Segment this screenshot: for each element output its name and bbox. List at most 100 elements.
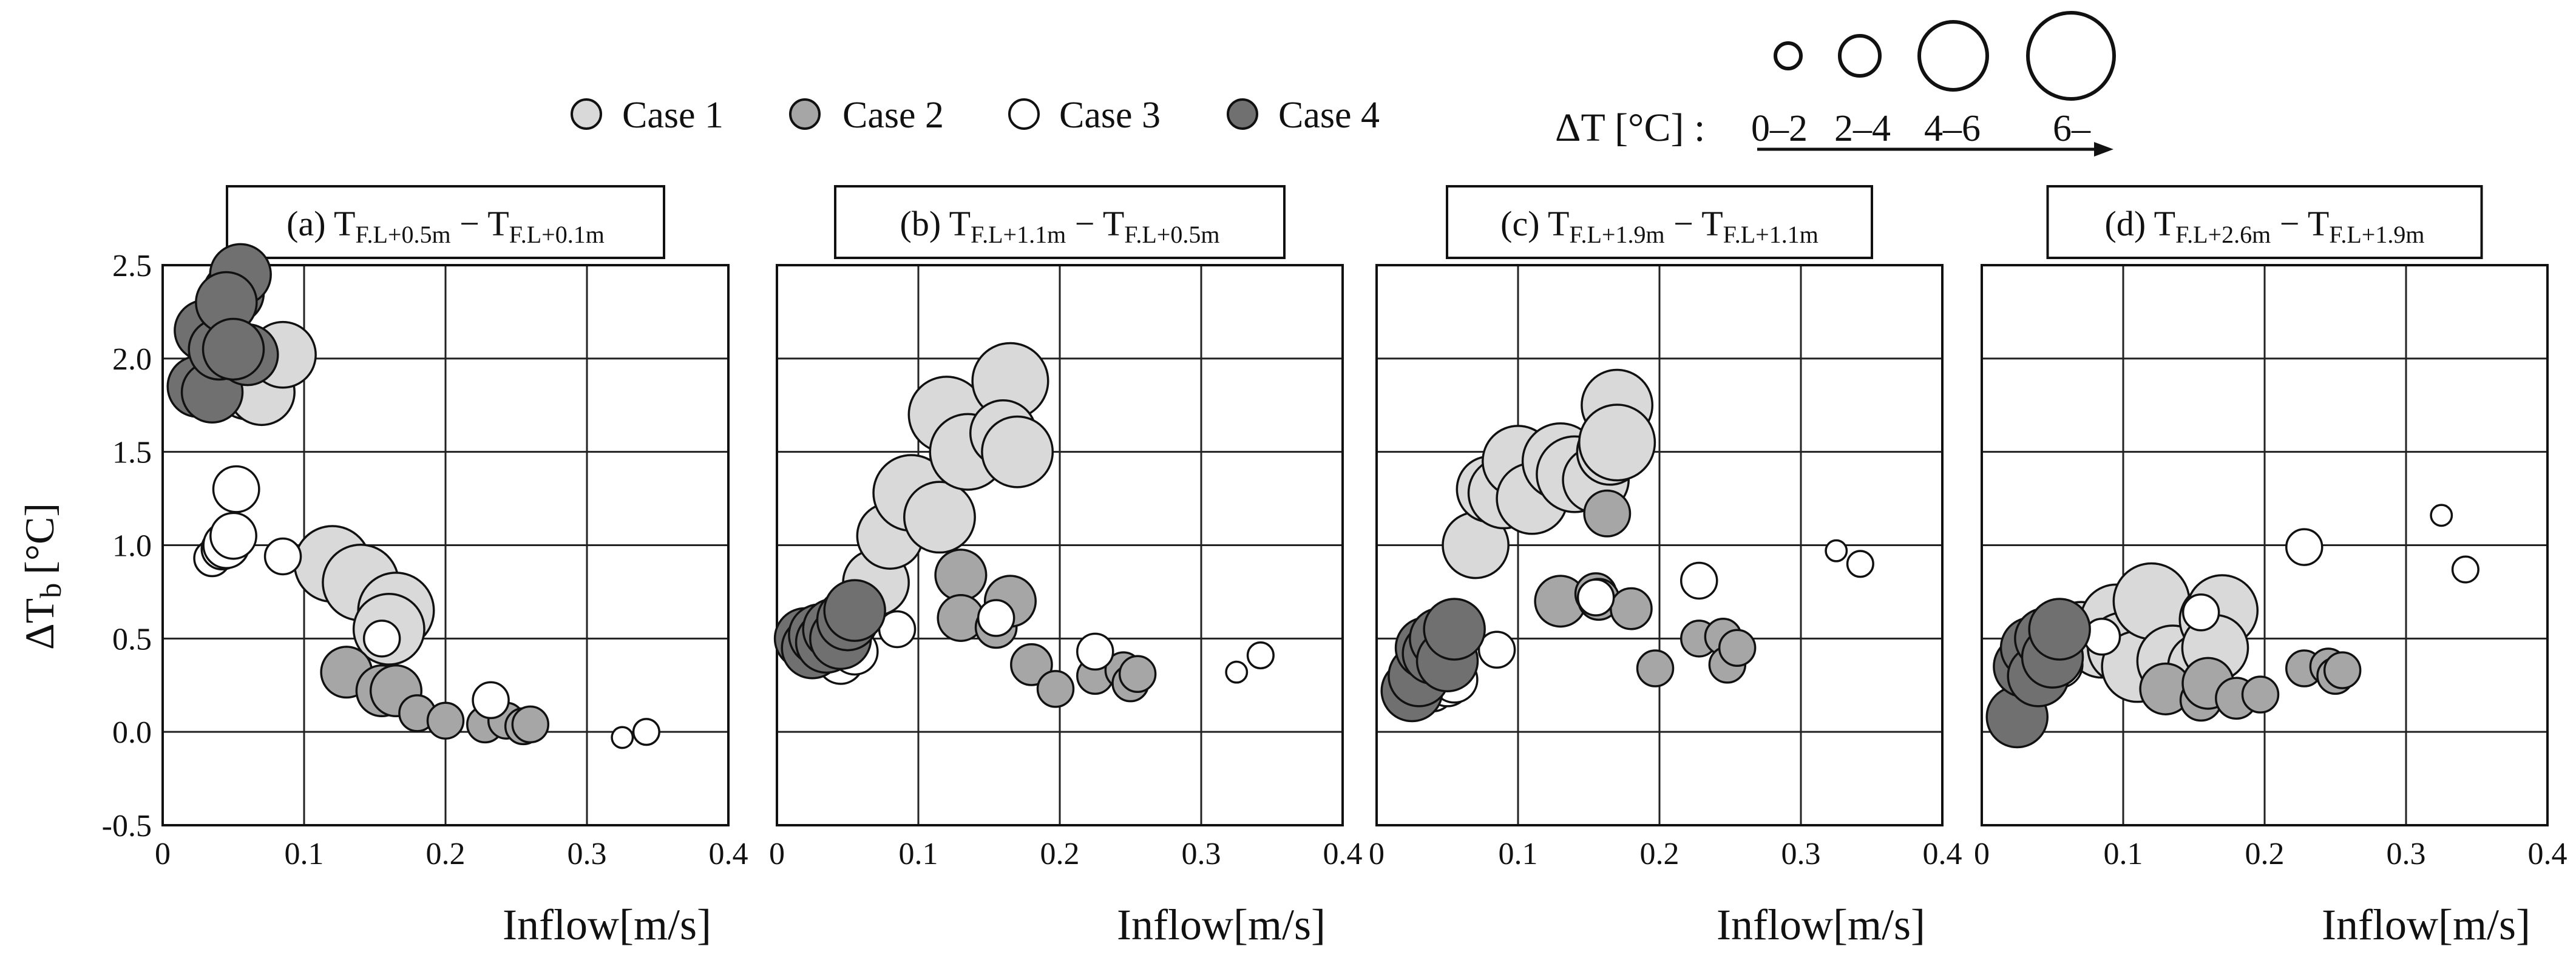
bubble-point — [1610, 587, 1653, 630]
bubble-point — [2181, 593, 2220, 632]
bubble-point — [2028, 598, 2091, 661]
panel-title-sub2: F.L+1.1m — [1723, 221, 1818, 248]
panel-title-mid: − T — [1066, 204, 1124, 243]
x-axis-label: Inflow[m/s] — [2322, 900, 2530, 949]
plot-frame — [161, 264, 730, 826]
size-legend-bin-2-4: 2–4 — [1834, 108, 1891, 149]
bubble-point — [362, 620, 401, 658]
bubble-point — [632, 718, 660, 746]
bubble-point — [202, 317, 265, 381]
size-legend-bubble-2-4 — [1838, 34, 1882, 78]
bubble-point — [1118, 655, 1157, 694]
bubble-point — [611, 726, 634, 749]
bubble-point — [2241, 675, 2280, 714]
x-tick-label: 0.1 — [285, 837, 324, 871]
size-legend-bin-4-6: 4–6 — [1924, 108, 1981, 149]
bubble-point — [212, 465, 260, 513]
panel-2: 0 0.1 0.2 0.3 0.4 Inflow[m/s] (b) TF.L+1.1m − … — [769, 185, 1363, 949]
panel-title-sub1: F.L+2.6m — [2175, 221, 2271, 248]
size-legend-bubble-4-6 — [1917, 20, 1989, 92]
legend-label-case-3: Case 3 — [1059, 95, 1161, 136]
x-tick-label: 0.4 — [2528, 837, 2568, 871]
x-tick-label: 0.2 — [426, 837, 466, 871]
x-tick-label: 0.4 — [1923, 837, 1962, 871]
x-tick-label: 0 — [1369, 837, 1385, 871]
x-tick-label: 0.1 — [1499, 837, 1538, 871]
x-tick-label: 0.1 — [2104, 837, 2143, 871]
y-tick-label: 2.0 — [112, 342, 152, 377]
series-case-1 — [1442, 368, 1656, 579]
bubble-point — [1225, 660, 1249, 684]
size-legend-bubble-6plus — [2026, 11, 2116, 101]
legend-marker-case-4 — [1227, 98, 1258, 130]
case-legend: Case 1 Case 2 Case 3 Case 4 — [571, 95, 1380, 136]
plot-frame — [1981, 264, 2549, 826]
bubble-point — [2285, 528, 2323, 566]
panel-title-box — [2046, 185, 2483, 259]
x-tick-label: 0.1 — [899, 837, 938, 871]
plot-frame — [776, 264, 1344, 826]
size-legend-bin-6plus: 6– — [2053, 108, 2091, 149]
panel-title: (d) TF.L+2.6m − TF.L+1.9m — [2105, 204, 2425, 248]
series-case-2 — [320, 646, 550, 746]
y-axis-label-sub: b — [33, 583, 67, 598]
panel-title-box — [226, 185, 665, 259]
x-tick-label: 0.2 — [2245, 837, 2285, 871]
x-tick-label: 0.4 — [709, 837, 748, 871]
bubble-point — [472, 681, 510, 720]
bubble-point — [1010, 643, 1053, 686]
x-axis-label: Inflow[m/s] — [503, 900, 711, 949]
y-tick-label: 0.5 — [112, 622, 152, 657]
x-tick-label: 0.4 — [1323, 837, 1363, 871]
panel-title-prefix: (c) T — [1500, 204, 1569, 243]
panel-title-sub1: F.L+1.9m — [1569, 221, 1664, 248]
bubble-point — [1583, 489, 1632, 538]
x-tick-label: 0.3 — [568, 837, 607, 871]
size-legend-bubble-0-2 — [1774, 41, 1803, 70]
legend-marker-case-3 — [1008, 98, 1040, 130]
bubble-point — [1036, 670, 1075, 708]
panel-title-sub2: F.L+0.1m — [509, 221, 605, 248]
bubble-point — [1679, 561, 1718, 600]
size-legend-arrow-head — [2094, 142, 2113, 157]
y-tick-label: 0.0 — [112, 715, 152, 750]
panel-title: (a) TF.L+0.5m − TF.L+0.1m — [286, 204, 605, 248]
panel-title-mid: − T — [451, 204, 509, 243]
bubble-point — [1477, 630, 1516, 669]
bubble-point — [977, 599, 1015, 637]
panel-title-sub2: F.L+1.9m — [2329, 221, 2424, 248]
panel-title-sub1: F.L+0.5m — [355, 221, 450, 248]
x-tick-label: 0.3 — [1182, 837, 1221, 871]
series-case-2 — [2139, 647, 2362, 722]
series-case-2 — [934, 549, 1157, 708]
bubble-point — [1576, 578, 1615, 616]
bubble-point — [981, 415, 1054, 488]
panel-title-prefix: (a) T — [286, 204, 355, 243]
size-legend-bin-0-2: 0–2 — [1751, 108, 1808, 149]
series-case-4 — [1985, 598, 2091, 749]
bubble-point — [903, 481, 976, 554]
x-tick-label: 0 — [1974, 837, 1990, 871]
legend-marker-case-2 — [789, 98, 821, 130]
legend-label-case-1: Case 1 — [622, 95, 724, 136]
x-axis-label: Inflow[m/s] — [1117, 900, 1326, 949]
plot-frame — [1375, 264, 1944, 826]
series-case-2 — [1534, 489, 1757, 687]
panel-title: (c) TF.L+1.9m − TF.L+1.1m — [1500, 204, 1818, 248]
x-tick-label: 0 — [769, 837, 785, 871]
bubble-point — [2323, 651, 2362, 689]
x-tick-label: 0.3 — [1781, 837, 1821, 871]
bubble-point — [1825, 539, 1848, 562]
panels: 0 0.1 0.2 0.3 0.4 -0.5 0.0 0.5 1.0 1.5 2.0 2.5 Inflo… — [102, 185, 2568, 949]
bubble-point — [934, 549, 988, 602]
panel-3: 0 0.1 0.2 0.3 0.4 Inflow[m/s] (c) TF.L+1.9m − … — [1369, 185, 1962, 949]
y-tick-label: -0.5 — [102, 809, 152, 843]
panel-title-prefix: (d) T — [2105, 204, 2176, 243]
x-tick-label: 0.2 — [1040, 837, 1080, 871]
series-case-4 — [166, 243, 279, 424]
bubble-point — [511, 705, 550, 744]
panel-4: 0 0.1 0.2 0.3 0.4 Inflow[m/s] (d) TF.L+2.6m − … — [1974, 185, 2568, 949]
x-tick-label: 0.3 — [2387, 837, 2426, 871]
x-axis-label: Inflow[m/s] — [1717, 900, 1925, 949]
bubble-point — [426, 701, 465, 740]
